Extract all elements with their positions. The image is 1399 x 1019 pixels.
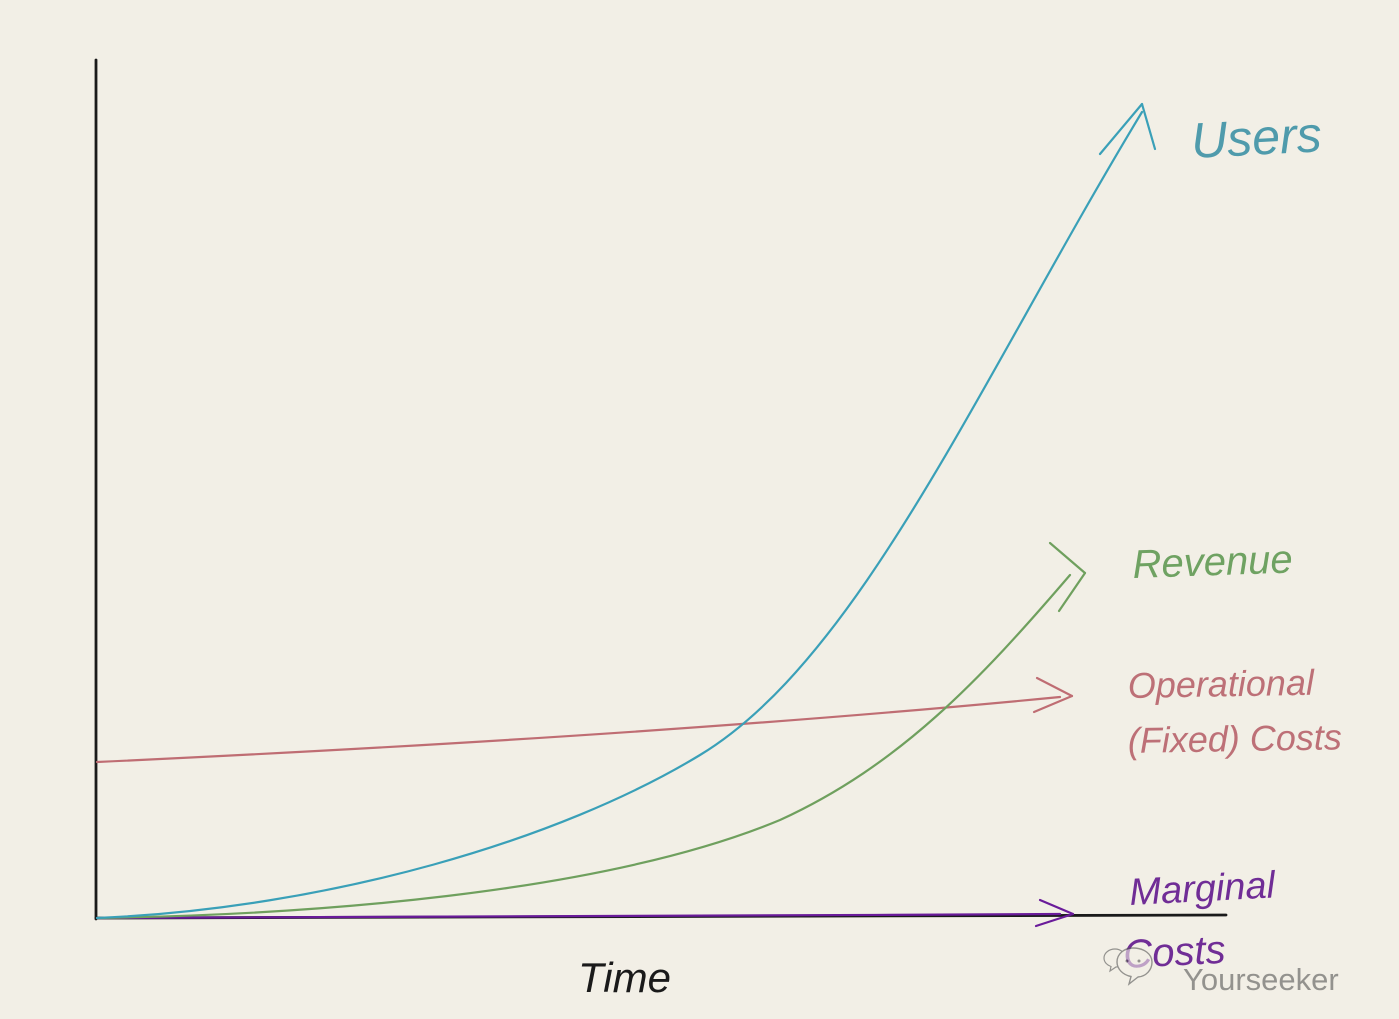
svg-text:Marginal: Marginal (1128, 864, 1277, 914)
svg-text:Operational: Operational (1127, 662, 1315, 706)
svg-text:Yourseeker: Yourseeker (1183, 962, 1339, 997)
svg-text:Users: Users (1190, 106, 1323, 169)
svg-text:(Fixed) Costs: (Fixed) Costs (1127, 716, 1342, 761)
svg-text:Time: Time (578, 954, 671, 1001)
svg-text:Revenue: Revenue (1132, 537, 1294, 587)
